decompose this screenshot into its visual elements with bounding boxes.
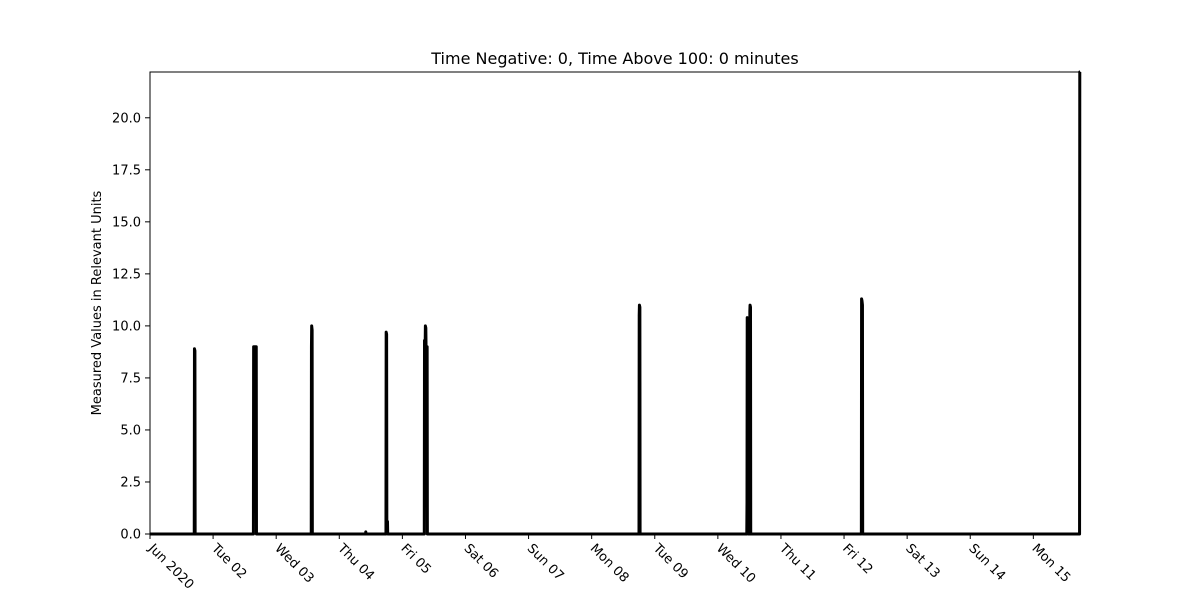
y-tick-label: 2.5 xyxy=(120,475,141,490)
x-tick-label: Fri 12 xyxy=(839,541,875,577)
x-tick-label: Fri 05 xyxy=(398,541,434,577)
x-tick-label: Mon 08 xyxy=(587,541,632,586)
y-axis: 0.0 2.5 5.0 7.5 10.0 12.5 15.0 17.5 20.0 xyxy=(112,111,150,543)
y-tick-label: 12.5 xyxy=(112,267,141,282)
x-tick-label: Sun 14 xyxy=(965,541,1008,584)
y-tick-label: 0.0 xyxy=(120,528,141,543)
x-tick-label: Thu 11 xyxy=(775,541,818,584)
x-tick-label: Sun 07 xyxy=(524,541,567,584)
y-axis-label: Measured Values in Relevant Units xyxy=(90,190,105,415)
y-tick-label: 15.0 xyxy=(112,215,141,230)
y-tick-label: 10.0 xyxy=(112,319,141,334)
y-tick-label: 17.5 xyxy=(112,163,141,178)
x-tick-label: Wed 03 xyxy=(271,541,316,586)
x-tick-label: Jun 2020 xyxy=(144,541,196,593)
plot-area xyxy=(150,70,1082,536)
x-tick-label: Thu 04 xyxy=(334,541,377,584)
x-tick-label: Sat 06 xyxy=(461,541,501,581)
plot-frame xyxy=(149,71,1081,535)
x-axis: Jun 2020 Tue 02 Wed 03 Thu 04 Fri 05 Sat 06 Su… xyxy=(144,534,1073,593)
series-line xyxy=(150,70,1082,536)
x-tick-label: Tue 09 xyxy=(649,541,691,583)
y-tick-label: 20.0 xyxy=(112,111,141,126)
x-tick-label: Sat 13 xyxy=(902,541,942,581)
x-tick-label: Tue 02 xyxy=(208,541,250,583)
y-tick-label: 5.0 xyxy=(120,423,141,438)
y-tick-label: 7.5 xyxy=(120,371,141,386)
chart-title: Time Negative: 0, Time Above 100: 0 minu… xyxy=(430,49,798,68)
x-tick-label: Wed 10 xyxy=(713,541,758,586)
x-tick-label: Mon 15 xyxy=(1029,541,1074,586)
